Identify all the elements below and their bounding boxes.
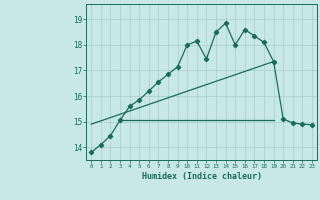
X-axis label: Humidex (Indice chaleur): Humidex (Indice chaleur) <box>142 172 262 181</box>
